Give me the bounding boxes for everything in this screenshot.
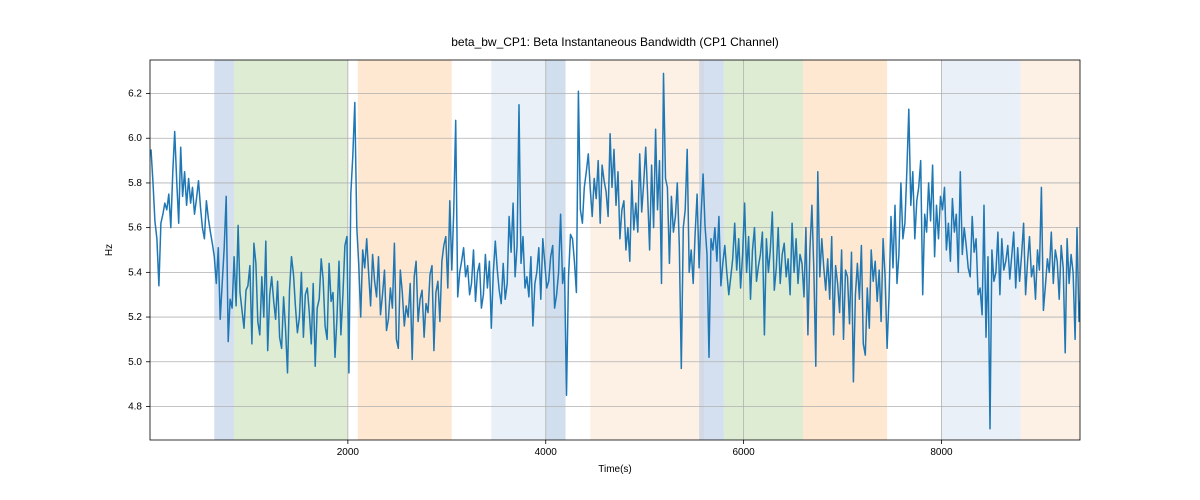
x-tick-label: 6000 (732, 447, 755, 458)
shaded-region (546, 60, 566, 440)
chart-svg: 2000 4000 6000 8000 4.8 5.0 5.2 5.4 5.6 5.8 6.0 6.2… (0, 0, 1200, 500)
y-tick-label: 5.8 (128, 178, 142, 189)
x-tick-label: 4000 (535, 447, 558, 458)
shaded-region (803, 60, 887, 440)
y-tick-label: 6.0 (128, 133, 142, 144)
chart-title: beta_bw_CP1: Beta Instantaneous Bandwidt… (451, 35, 779, 49)
shaded-region (590, 60, 704, 440)
y-tick-label: 5.6 (128, 223, 142, 234)
y-tick-label: 4.8 (128, 401, 142, 412)
y-tick-label: 5.2 (128, 312, 142, 323)
shaded-region (234, 60, 348, 440)
y-axis-label: Hz (104, 244, 115, 256)
chart-container: 2000 4000 6000 8000 4.8 5.0 5.2 5.4 5.6 5.8 6.0 6.2… (0, 0, 1200, 500)
x-tick-label: 8000 (930, 447, 953, 458)
x-axis-label: Time(s) (598, 464, 632, 475)
shaded-region (358, 60, 452, 440)
y-tick-label: 6.2 (128, 89, 142, 100)
y-tick-label: 5.4 (128, 267, 142, 278)
x-tick-label: 2000 (337, 447, 360, 458)
y-tick-label: 5.0 (128, 357, 142, 368)
